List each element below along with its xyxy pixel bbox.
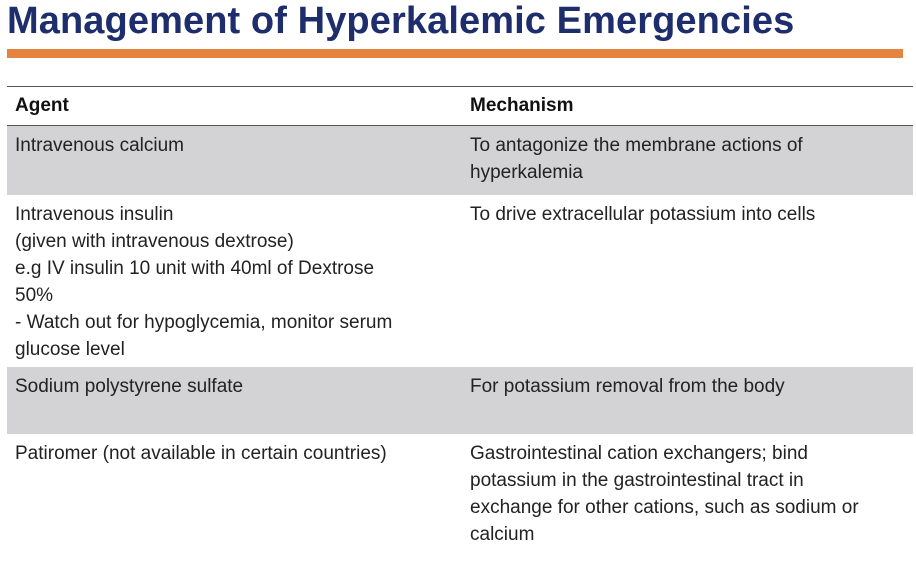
agent-text: (given with intravenous dextrose)	[15, 231, 294, 252]
mechanism-cell: Gastrointestinal cation exchangers; bind…	[462, 434, 913, 558]
table-row: Sodium polystyrene sulfate For potassium…	[7, 367, 913, 434]
agent-text: Intravenous insulin	[15, 204, 174, 225]
agent-text: 50%	[15, 285, 54, 306]
agent-cell: Intravenous insulin (given with intraven…	[7, 195, 462, 367]
header-agent: Agent	[15, 95, 69, 116]
agent-text: Sodium polystyrene sulfate	[15, 376, 244, 397]
mechanism-text: To drive extracellular potassium into ce…	[470, 204, 816, 225]
table-header-row: Agent Mechanism	[7, 86, 913, 126]
mechanism-text: Gastrointestinal cation exchangers; bind	[470, 443, 808, 464]
agent-cell: Sodium polystyrene sulfate	[7, 367, 462, 434]
mechanism-cell: For potassium removal from the body	[462, 367, 913, 434]
mechanism-text: To antagonize the membrane actions of	[470, 135, 803, 156]
agent-cell: Intravenous calcium	[7, 125, 462, 195]
table-row: Patiromer (not available in certain coun…	[7, 434, 913, 558]
title-accent-bar	[7, 49, 903, 58]
mechanism-cell: To drive extracellular potassium into ce…	[462, 195, 913, 367]
agent-text: glucose level	[15, 339, 125, 360]
mechanism-text: potassium in the gastrointestinal tract …	[470, 470, 804, 491]
header-mechanism: Mechanism	[470, 95, 574, 116]
table-row: Intravenous insulin (given with intraven…	[7, 195, 913, 367]
agent-text: Intravenous calcium	[15, 135, 184, 156]
treatment-table: Agent Mechanism Intravenous calcium To a…	[7, 86, 913, 558]
table-row: Intravenous calcium To antagonize the me…	[7, 125, 913, 195]
mechanism-text: exchange for other cations, such as sodi…	[470, 497, 859, 518]
agent-text: e.g IV insulin 10 unit with 40ml of Dext…	[15, 258, 375, 279]
agent-text: - Watch out for hypoglycemia, monitor se…	[15, 312, 393, 333]
agent-text: Patiromer (not available in certain coun…	[15, 443, 387, 464]
mechanism-text: hyperkalemia	[470, 162, 583, 183]
mechanism-text: calcium	[470, 524, 535, 545]
mechanism-cell: To antagonize the membrane actions of hy…	[462, 125, 913, 195]
treatment-table-container: Agent Mechanism Intravenous calcium To a…	[7, 86, 913, 558]
agent-cell: Patiromer (not available in certain coun…	[7, 434, 462, 558]
mechanism-text: For potassium removal from the body	[470, 376, 785, 397]
slide-title: Management of Hyperkalemic Emergencies	[7, 0, 795, 42]
